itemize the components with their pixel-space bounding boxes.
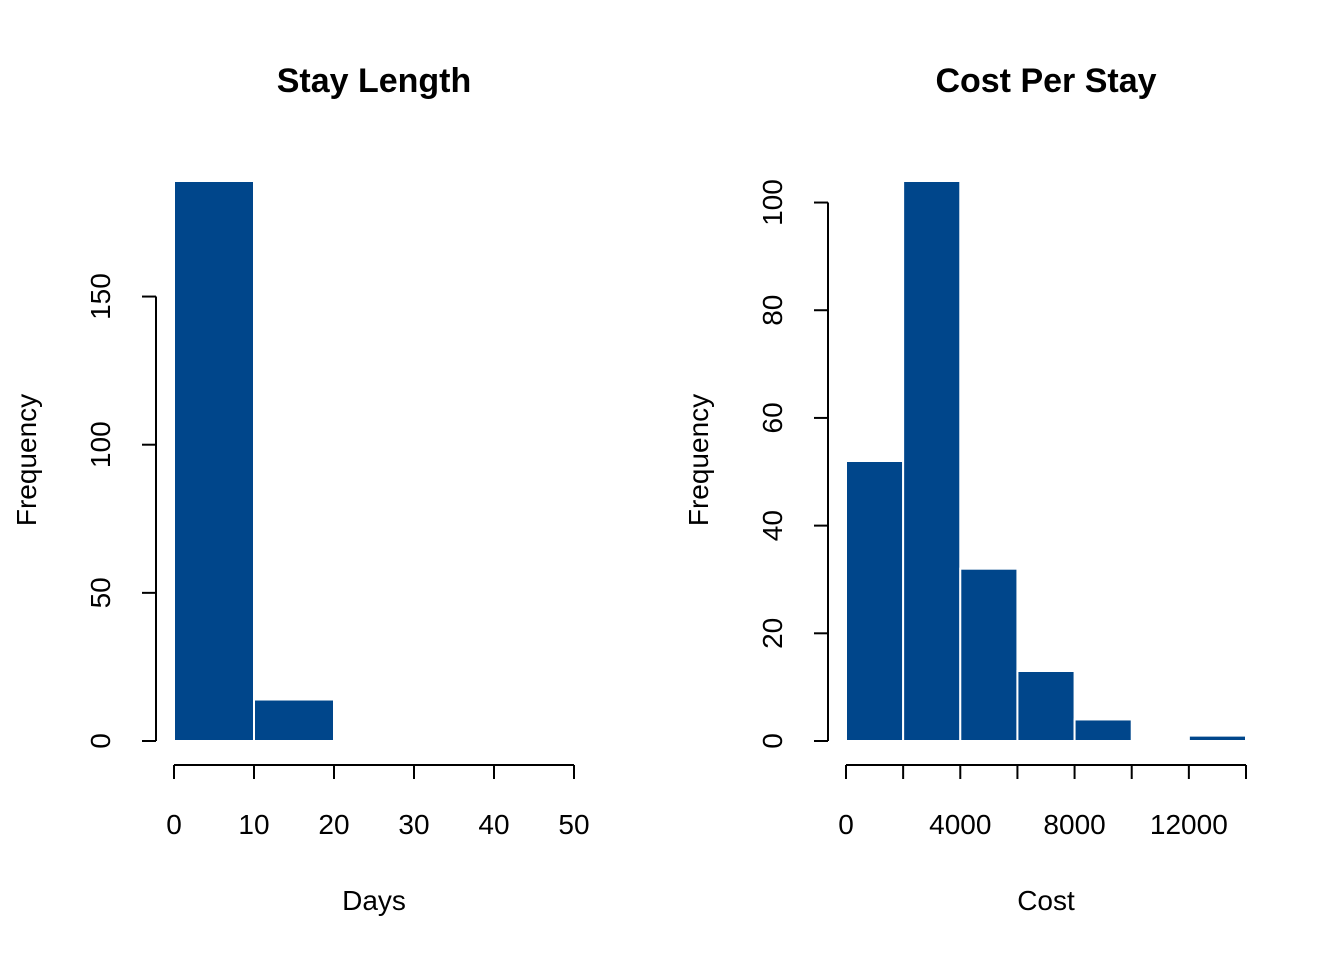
cost-per-stay-bar-2	[959, 567, 1019, 743]
stay-length-y-axis: 0 50 100 150	[85, 273, 157, 749]
cost-per-stay-bar-4	[1073, 718, 1133, 743]
stay-length-bar-2	[333, 738, 415, 742]
cost-per-stay-bar-6	[1187, 734, 1248, 742]
cost-per-stay-y-tick-label-1: 20	[757, 618, 788, 649]
cost-per-stay-y-tick-label-4: 80	[757, 295, 788, 326]
cost-per-stay-x-tick-label-0: 0	[838, 809, 854, 840]
stay-length-y-tick-label-0: 0	[85, 733, 116, 749]
stay-length-bars	[173, 180, 575, 742]
stay-length-x-tick-label-0: 0	[166, 809, 182, 840]
cost-per-stay-y-tick-label-5: 100	[757, 179, 788, 226]
stay-length-bar-3	[413, 738, 495, 742]
cost-per-stay-bar-3	[1016, 670, 1076, 742]
stay-length-x-tick-label-3: 30	[398, 809, 429, 840]
cost-per-stay-title: Cost Per Stay	[935, 62, 1156, 100]
stay-length-x-tick-label-5: 50	[558, 809, 589, 840]
stay-length-y-tick-label-1: 50	[85, 577, 116, 608]
cost-per-stay-y-tick-label-2: 40	[757, 510, 788, 541]
cost-per-stay-x-axis: 0 4000 8000 12000	[838, 764, 1247, 840]
cost-per-stay-y-tick-label-0: 0	[757, 733, 788, 749]
cost-per-stay-panel: Cost Per Stay Cost Frequency 0 4000 8000 12…	[683, 62, 1248, 916]
stay-length-x-tick-label-4: 40	[478, 809, 509, 840]
cost-per-stay-bars	[845, 180, 1248, 743]
cost-per-stay-xlabel: Cost	[1017, 885, 1075, 916]
stay-length-bar-4	[493, 738, 575, 742]
stay-length-title: Stay Length	[277, 62, 472, 100]
stay-length-y-tick-label-3: 150	[85, 273, 116, 320]
stay-length-panel: Stay Length Days Frequency 0 10 20 30 40 50 0…	[11, 62, 590, 916]
cost-per-stay-ylabel: Frequency	[683, 394, 714, 526]
cost-per-stay-x-tick-label-4: 8000	[1043, 809, 1105, 840]
stay-length-xlabel: Days	[342, 885, 406, 916]
stay-length-bar-0	[173, 180, 255, 742]
stay-length-ylabel: Frequency	[11, 394, 42, 526]
cost-per-stay-x-tick-label-6: 12000	[1150, 809, 1228, 840]
cost-per-stay-bar-1	[902, 180, 962, 742]
stay-length-x-tick-label-1: 10	[238, 809, 269, 840]
cost-per-stay-y-axis: 0 20 40 60 80 100	[757, 179, 829, 749]
cost-per-stay-y-tick-label-3: 60	[757, 402, 788, 433]
cost-per-stay-x-tick-label-2: 4000	[929, 809, 991, 840]
stay-length-x-axis: 0 10 20 30 40 50	[166, 764, 590, 840]
stay-length-x-tick-label-2: 20	[318, 809, 349, 840]
cost-per-stay-bar-0	[845, 460, 905, 742]
stay-length-y-tick-label-2: 100	[85, 421, 116, 468]
stay-length-bar-1	[253, 698, 335, 742]
